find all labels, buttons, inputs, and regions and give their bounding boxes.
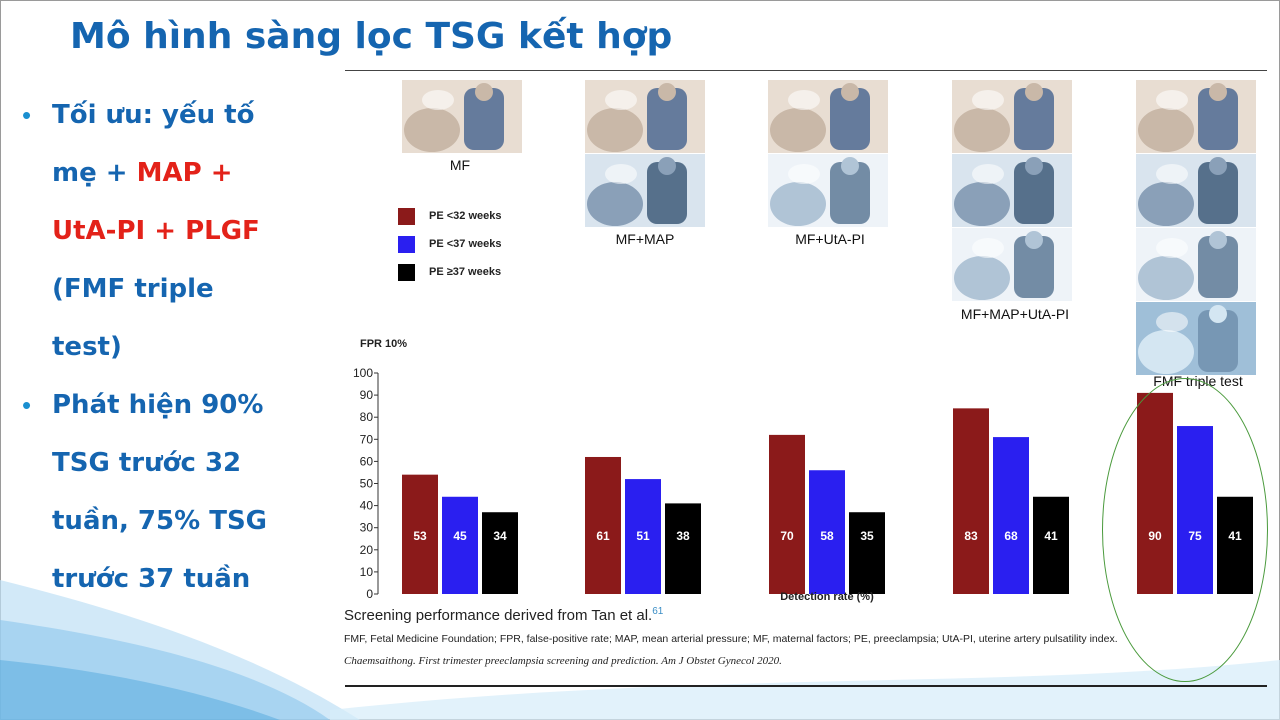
ultrasound-icon [952,228,1072,301]
y-tick-label: 80 [360,410,374,424]
group-caption-mf: MF [449,157,471,173]
ultrasound-icon [768,154,888,227]
bar [665,503,701,594]
bar [849,512,885,594]
bullet-line: UtA-PI + PLGF [52,202,332,260]
chart-title: FPR 10% [360,338,407,350]
bullet-item: • Phát hiện 90% TSG trước 32 tuần, 75% TSG t… [22,376,332,608]
abbreviation-note: FMF, Fetal Medicine Foundation; FPR, fal… [344,633,1118,645]
legend-label-pe32: PE <32 weeks [429,210,502,222]
legend-swatch-pe-ge37 [398,263,415,281]
highlight-text: UtA-PI + PLGF [52,216,260,246]
bullet-text: mẹ + [52,158,137,188]
bar-value-label: 51 [636,529,650,543]
ultrasound-icon [1136,228,1256,301]
slide-title: Mô hình sàng lọc TSG kết hợp [70,16,673,57]
chart-legend: PE <32 weeks PE <37 weeks PE ≥37 weeks [398,202,501,286]
y-tick-label: 30 [360,521,374,535]
bar [482,512,518,594]
figure-top-rule [345,70,1267,71]
bullet-line: test) [52,318,332,376]
bar-value-label: 83 [964,529,978,543]
y-tick-label: 70 [360,432,374,446]
bullet-text: (FMF triple [52,274,214,304]
figure-caption: Screening performance derived from Tan e… [344,606,663,624]
y-tick-label: 100 [353,366,373,380]
bar [993,437,1029,594]
legend-label-pe-ge37: PE ≥37 weeks [429,266,502,278]
bar-value-label: 35 [860,529,874,543]
pregnant-consultation-icon [585,80,705,153]
bullet-dot-icon: • [22,390,32,420]
bar [442,496,478,594]
legend-item-pe-ge37: PE ≥37 weeks [398,258,501,286]
legend-item-pe37: PE <37 weeks [398,230,501,258]
bullet-text: trước 37 tuần [52,564,251,594]
bar [809,470,845,594]
caption-main-text: Screening performance derived from Tan e… [344,607,653,624]
blood-pressure-icon [585,154,705,227]
group-caption-mf-map-uta: MF+MAP+UtA-PI [960,306,1070,322]
bar [1033,496,1069,594]
caption-reference: 61 [652,606,664,617]
bar-value-label: 38 [676,529,690,543]
bar-value-label: 61 [596,529,610,543]
bar-value-label: 41 [1044,529,1058,543]
pregnant-consultation-icon [1136,80,1256,153]
figure-bottom-rule [345,685,1267,687]
pregnant-consultation-icon [952,80,1072,153]
bullet-text: TSG trước 32 [52,448,242,478]
y-tick-label: 0 [366,587,373,601]
blood-pressure-icon [1136,154,1256,227]
bullet-list: • Tối ưu: yếu tố mẹ + MAP + UtA-PI + PLGF (F… [22,86,332,608]
bullet-item: • Tối ưu: yếu tố mẹ + MAP + UtA-PI + PLGF (F… [22,86,332,376]
bullet-text: Phát hiện 90% [52,390,264,420]
y-tick-label: 20 [360,543,374,557]
bar-value-label: 70 [780,529,794,543]
bar-value-label: 58 [820,529,834,543]
bar [769,434,805,594]
bullet-line: Tối ưu: yếu tố [52,86,332,144]
y-tick-label: 90 [360,388,374,402]
bar-value-label: 34 [493,529,507,543]
bullet-text: Tối ưu: yếu tố [52,100,255,130]
legend-swatch-pe37 [398,235,415,253]
blood-sample-icon [1136,302,1256,375]
citation: Chaemsaithong. First trimester preeclamp… [344,655,782,667]
legend-swatch-pe32 [398,207,415,225]
pregnant-consultation-icon [402,80,522,153]
bar [625,479,661,594]
bullet-line: mẹ + MAP + [52,144,332,202]
bullet-text: test) [52,332,122,362]
highlight-text: MAP + [136,158,233,188]
bullet-line: Phát hiện 90% [52,376,332,434]
legend-label-pe37: PE <37 weeks [429,238,502,250]
highlight-oval [1102,378,1268,682]
bullet-text: tuần, 75% TSG [52,506,268,536]
y-tick-label: 60 [360,454,374,468]
y-tick-label: 50 [360,477,374,491]
bar [585,456,621,594]
decorative-swoosh [0,580,1280,720]
bullet-line: tuần, 75% TSG [52,492,332,550]
bullet-dot-icon: • [22,100,32,130]
bar-value-label: 68 [1004,529,1018,543]
legend-item-pe32: PE <32 weeks [398,202,501,230]
x-axis-label: Detection rate (%) [780,591,874,603]
bar [402,474,438,594]
pregnant-consultation-icon [768,80,888,153]
blood-pressure-icon [952,154,1072,227]
y-tick-label: 10 [360,565,374,579]
y-tick-label: 40 [360,499,374,513]
bullet-line: (FMF triple [52,260,332,318]
bullet-line: trước 37 tuần [52,550,332,608]
bullet-line: TSG trước 32 [52,434,332,492]
bar-value-label: 45 [453,529,467,543]
bar [953,408,989,594]
group-caption-mf-uta: MF+UtA-PI [795,231,865,247]
bar-value-label: 53 [413,529,427,543]
group-caption-mf-map: MF+MAP [615,231,675,247]
